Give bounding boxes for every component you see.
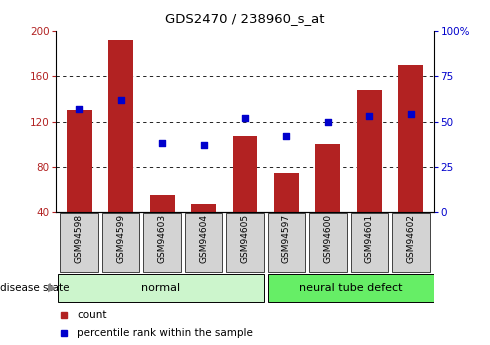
Text: GSM94604: GSM94604 xyxy=(199,214,208,263)
Bar xyxy=(357,90,382,212)
Text: GSM94599: GSM94599 xyxy=(116,214,125,263)
Bar xyxy=(392,213,430,272)
Text: neural tube defect: neural tube defect xyxy=(299,283,402,293)
Bar xyxy=(191,204,216,212)
Point xyxy=(283,133,291,139)
Text: percentile rank within the sample: percentile rank within the sample xyxy=(77,328,253,338)
Bar xyxy=(67,110,92,212)
Text: GSM94597: GSM94597 xyxy=(282,214,291,263)
Text: disease state: disease state xyxy=(0,283,70,293)
Text: GSM94603: GSM94603 xyxy=(158,214,167,263)
Point xyxy=(366,114,373,119)
Bar xyxy=(268,213,305,272)
Bar xyxy=(226,213,264,272)
Bar xyxy=(351,213,388,272)
Text: GSM94601: GSM94601 xyxy=(365,214,374,263)
Text: GSM94600: GSM94600 xyxy=(323,214,332,263)
Text: GDS2470 / 238960_s_at: GDS2470 / 238960_s_at xyxy=(165,12,325,25)
Text: ▶: ▶ xyxy=(48,283,56,293)
Point xyxy=(241,115,249,121)
Bar xyxy=(58,274,264,302)
Text: normal: normal xyxy=(142,283,181,293)
Text: GSM94602: GSM94602 xyxy=(406,214,416,263)
Bar xyxy=(185,213,222,272)
Text: count: count xyxy=(77,310,107,320)
Bar xyxy=(144,213,181,272)
Bar xyxy=(149,195,174,212)
Point xyxy=(158,141,166,146)
Point xyxy=(117,97,124,103)
Bar xyxy=(309,213,346,272)
Bar xyxy=(108,40,133,212)
Point xyxy=(75,106,83,112)
Bar xyxy=(274,172,299,212)
Point xyxy=(199,142,207,148)
Point xyxy=(407,112,415,117)
Bar xyxy=(233,136,257,212)
Bar xyxy=(102,213,139,272)
Text: GSM94605: GSM94605 xyxy=(241,214,249,263)
Point xyxy=(324,119,332,125)
Bar xyxy=(268,274,434,302)
Text: GSM94598: GSM94598 xyxy=(74,214,84,263)
Bar xyxy=(398,65,423,212)
Bar xyxy=(316,144,341,212)
Bar xyxy=(60,213,98,272)
